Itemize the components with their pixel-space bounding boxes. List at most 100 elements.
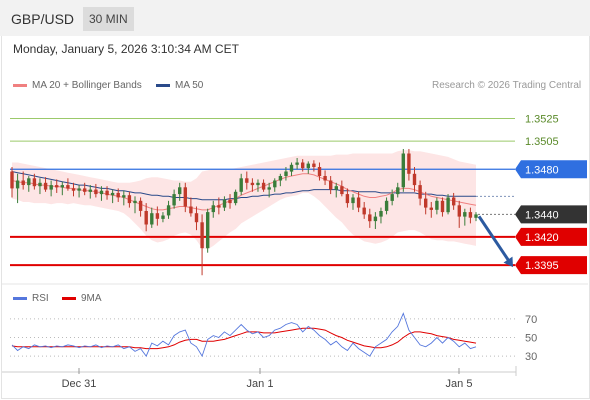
- candle-body: [21, 180, 25, 185]
- candle-body: [155, 213, 160, 219]
- candle-body: [340, 186, 344, 195]
- candle-body: [351, 197, 355, 204]
- currency-pair-title: GBP/USD: [11, 11, 75, 27]
- rsi-tick-label: 30: [525, 351, 537, 363]
- candle-body: [356, 197, 361, 208]
- candle-body: [312, 163, 316, 167]
- candle-body: [222, 199, 227, 208]
- legend-ma20-bollinger: MA 20 + Bollinger Bands: [13, 80, 142, 91]
- legend-ma20-label: MA 20 + Bollinger Bands: [32, 80, 142, 91]
- candle-body: [267, 187, 271, 190]
- candle-body: [261, 182, 266, 190]
- legend-9ma-label: 9MA: [81, 293, 102, 304]
- x-tick-label: Dec 31: [62, 378, 97, 390]
- candle-body: [217, 205, 221, 208]
- candle-body: [138, 200, 143, 211]
- candle-body: [301, 162, 305, 169]
- candle-body: [211, 205, 215, 213]
- rsi-tick-label: 70: [525, 314, 537, 326]
- x-tick-label: Jan 1: [247, 378, 274, 390]
- candle-body: [435, 200, 439, 210]
- candle-body: [110, 192, 115, 196]
- candle-body: [200, 222, 204, 249]
- rsi-tick-label: 50: [525, 333, 537, 345]
- candle-body: [329, 180, 333, 190]
- candle-body: [38, 182, 42, 187]
- last-label: 1.3440: [525, 209, 559, 221]
- legend-ma50: MA 50: [156, 80, 203, 91]
- candle-body: [379, 211, 383, 217]
- support-label-box: [515, 256, 587, 275]
- candle-body: [306, 163, 310, 169]
- legend-rsi-label: RSI: [32, 293, 49, 304]
- candle-body: [183, 187, 187, 207]
- pivot-label: 1.3480: [525, 164, 559, 176]
- candle-body: [424, 198, 428, 208]
- legend-ma50-label: MA 50: [175, 80, 204, 91]
- candle-body: [368, 214, 372, 222]
- top-bar: GBP/USD 30 MIN: [0, 0, 590, 36]
- candle-body: [323, 176, 327, 181]
- candle-body: [418, 185, 422, 199]
- candle-body: [384, 200, 389, 211]
- support-label-box: [515, 227, 587, 246]
- candle-body: [116, 192, 120, 198]
- candle-body: [295, 162, 299, 165]
- bollinger-band-area: [12, 150, 476, 250]
- ma20-swatch: [13, 83, 27, 87]
- candle-body: [457, 205, 461, 217]
- candle-body: [49, 185, 53, 190]
- research-credit: Research © 2026 Trading Central: [432, 80, 582, 91]
- candle-body: [189, 206, 193, 214]
- candle-body: [440, 200, 445, 213]
- candle-body: [452, 197, 456, 206]
- last-label-box: [515, 205, 587, 224]
- candle-body: [250, 182, 255, 186]
- candle-body: [178, 187, 182, 195]
- candle-body: [161, 215, 165, 219]
- candle-body: [468, 212, 473, 218]
- candle-body: [463, 212, 467, 217]
- candle-body: [122, 195, 126, 198]
- candle-body: [206, 212, 210, 249]
- candle-body: [390, 194, 394, 201]
- candle-body: [144, 211, 148, 225]
- forecast-arrow-shaft: [477, 215, 511, 263]
- candle-body: [60, 185, 64, 188]
- ma50-swatch: [156, 83, 170, 87]
- candle-body: [396, 187, 400, 195]
- rsi-line: [11, 312, 477, 358]
- candle-body: [334, 186, 338, 190]
- timeframe-button[interactable]: 30 MIN: [83, 7, 134, 31]
- candle-body: [172, 194, 176, 206]
- candle-body: [194, 213, 199, 223]
- candle-body: [228, 199, 232, 204]
- x-tick-label: Jan 5: [446, 378, 473, 390]
- candle-body: [256, 182, 260, 186]
- legend-rsi: RSI: [13, 293, 49, 304]
- candle-body: [127, 195, 132, 204]
- candle-body: [105, 190, 109, 196]
- resistance-label: 1.3505: [525, 136, 559, 148]
- candle-body: [133, 200, 137, 204]
- candle-body: [239, 178, 243, 192]
- forecast-arrow-head: [503, 256, 513, 268]
- candle-body: [407, 153, 411, 174]
- candle-body: [32, 178, 37, 187]
- candle-body: [429, 207, 433, 210]
- candle-body: [150, 213, 154, 225]
- rsi-swatch: [13, 296, 27, 300]
- candle-body: [88, 189, 92, 192]
- candle-body: [401, 153, 405, 188]
- candle-body: [474, 214, 478, 218]
- candle-body: [317, 167, 322, 176]
- candle-body: [362, 207, 366, 215]
- ma9-swatch: [62, 296, 76, 300]
- candle-body: [233, 191, 238, 204]
- candle-body: [412, 173, 417, 186]
- candle-body: [284, 171, 288, 176]
- candle-body: [99, 190, 104, 195]
- candle-body: [289, 164, 294, 172]
- legend-9ma: 9MA: [62, 293, 102, 304]
- candle-body: [373, 216, 378, 222]
